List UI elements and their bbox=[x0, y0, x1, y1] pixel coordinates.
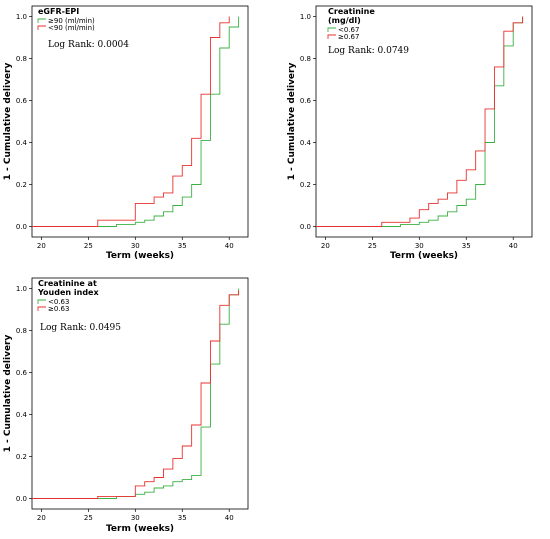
y-axis-title: 1 - Cumulative delivery bbox=[3, 63, 13, 181]
legend-item: ≥0.67 bbox=[338, 33, 359, 41]
x-axis-title: Term (weeks) bbox=[106, 251, 174, 261]
x-tick-label: 25 bbox=[84, 242, 93, 250]
x-tick-label: 35 bbox=[178, 514, 187, 522]
legend-swatch-red bbox=[37, 306, 46, 311]
y-tick-label: 0.8 bbox=[16, 327, 27, 335]
legend-item: <0.67 bbox=[338, 26, 359, 34]
legend-item: ≥90 (ml/min) bbox=[48, 17, 95, 25]
y-tick-label: 0.4 bbox=[16, 139, 28, 147]
x-tick-label: 40 bbox=[509, 242, 518, 250]
y-tick-label: 0.4 bbox=[16, 411, 28, 419]
series-line-green bbox=[32, 16, 240, 227]
log-rank-annotation: Log Rank: 0.0004 bbox=[48, 40, 129, 50]
x-tick-label: 35 bbox=[178, 242, 187, 250]
plot-frame bbox=[315, 5, 533, 238]
y-tick-label: 0.0 bbox=[16, 223, 27, 231]
y-tick-label: 0.4 bbox=[300, 139, 312, 147]
series-line-green bbox=[32, 288, 240, 499]
series-line-red bbox=[32, 16, 230, 227]
y-tick-label: 0.0 bbox=[16, 495, 27, 503]
y-axis-title: 1 - Cumulative delivery bbox=[3, 335, 13, 453]
y-tick-label: 1.0 bbox=[16, 13, 27, 21]
series-line-red bbox=[316, 16, 524, 227]
x-tick-label: 25 bbox=[84, 514, 93, 522]
plot-frame bbox=[31, 277, 249, 510]
y-tick-label: 1.0 bbox=[300, 13, 311, 21]
x-tick-label: 40 bbox=[225, 242, 234, 250]
legend-title: Creatinine bbox=[328, 7, 375, 16]
log-rank-annotation: Log Rank: 0.0495 bbox=[40, 323, 121, 333]
x-tick-label: 35 bbox=[462, 242, 471, 250]
y-tick-label: 0.6 bbox=[300, 97, 312, 105]
legend-title: (mg/dl) bbox=[328, 16, 361, 25]
plot-frame bbox=[31, 5, 249, 238]
y-tick-label: 0.0 bbox=[300, 223, 311, 231]
x-tick-label: 20 bbox=[321, 242, 330, 250]
legend-swatch-green bbox=[37, 18, 46, 23]
legend-title: eGFR-EPI bbox=[38, 7, 79, 16]
y-tick-label: 0.6 bbox=[16, 97, 28, 105]
x-axis-title: Term (weeks) bbox=[390, 251, 458, 261]
x-tick-label: 20 bbox=[37, 514, 46, 522]
y-tick-label: 0.6 bbox=[16, 369, 28, 377]
legend-item: <0.63 bbox=[48, 298, 69, 306]
legend-item: ≥0.63 bbox=[48, 305, 69, 313]
x-tick-label: 20 bbox=[37, 242, 46, 250]
y-tick-label: 1.0 bbox=[16, 285, 27, 293]
legend-title: Creatinine at bbox=[38, 279, 97, 288]
y-tick-label: 0.2 bbox=[16, 453, 27, 461]
y-tick-label: 0.8 bbox=[16, 55, 27, 63]
legend-swatch-green bbox=[37, 299, 46, 304]
y-tick-label: 0.2 bbox=[16, 181, 27, 189]
legend-swatch-red bbox=[327, 34, 336, 39]
x-axis-title: Term (weeks) bbox=[106, 524, 174, 534]
y-tick-label: 0.2 bbox=[300, 181, 311, 189]
x-tick-label: 30 bbox=[415, 242, 424, 250]
x-tick-label: 30 bbox=[131, 514, 140, 522]
legend-item: <90 (ml/min) bbox=[48, 24, 95, 32]
x-tick-label: 25 bbox=[368, 242, 377, 250]
legend-title: Youden index bbox=[37, 288, 99, 297]
legend-swatch-green bbox=[327, 27, 336, 32]
series-line-red bbox=[32, 290, 240, 499]
legend-swatch-red bbox=[37, 25, 46, 30]
x-tick-label: 40 bbox=[225, 514, 234, 522]
y-tick-label: 0.8 bbox=[300, 55, 311, 63]
x-tick-label: 30 bbox=[131, 242, 140, 250]
log-rank-annotation: Log Rank: 0.0749 bbox=[328, 46, 409, 56]
y-axis-title: 1 - Cumulative delivery bbox=[287, 63, 297, 181]
